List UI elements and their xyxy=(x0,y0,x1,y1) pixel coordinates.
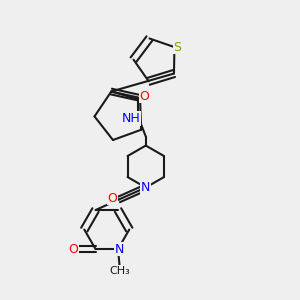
Text: O: O xyxy=(68,242,78,256)
Text: CH₃: CH₃ xyxy=(109,266,130,276)
Text: S: S xyxy=(173,40,181,54)
Text: N: N xyxy=(115,242,124,256)
Text: O: O xyxy=(139,89,149,103)
Text: O: O xyxy=(107,191,117,205)
Text: N: N xyxy=(141,181,151,194)
Text: NH: NH xyxy=(122,112,140,125)
